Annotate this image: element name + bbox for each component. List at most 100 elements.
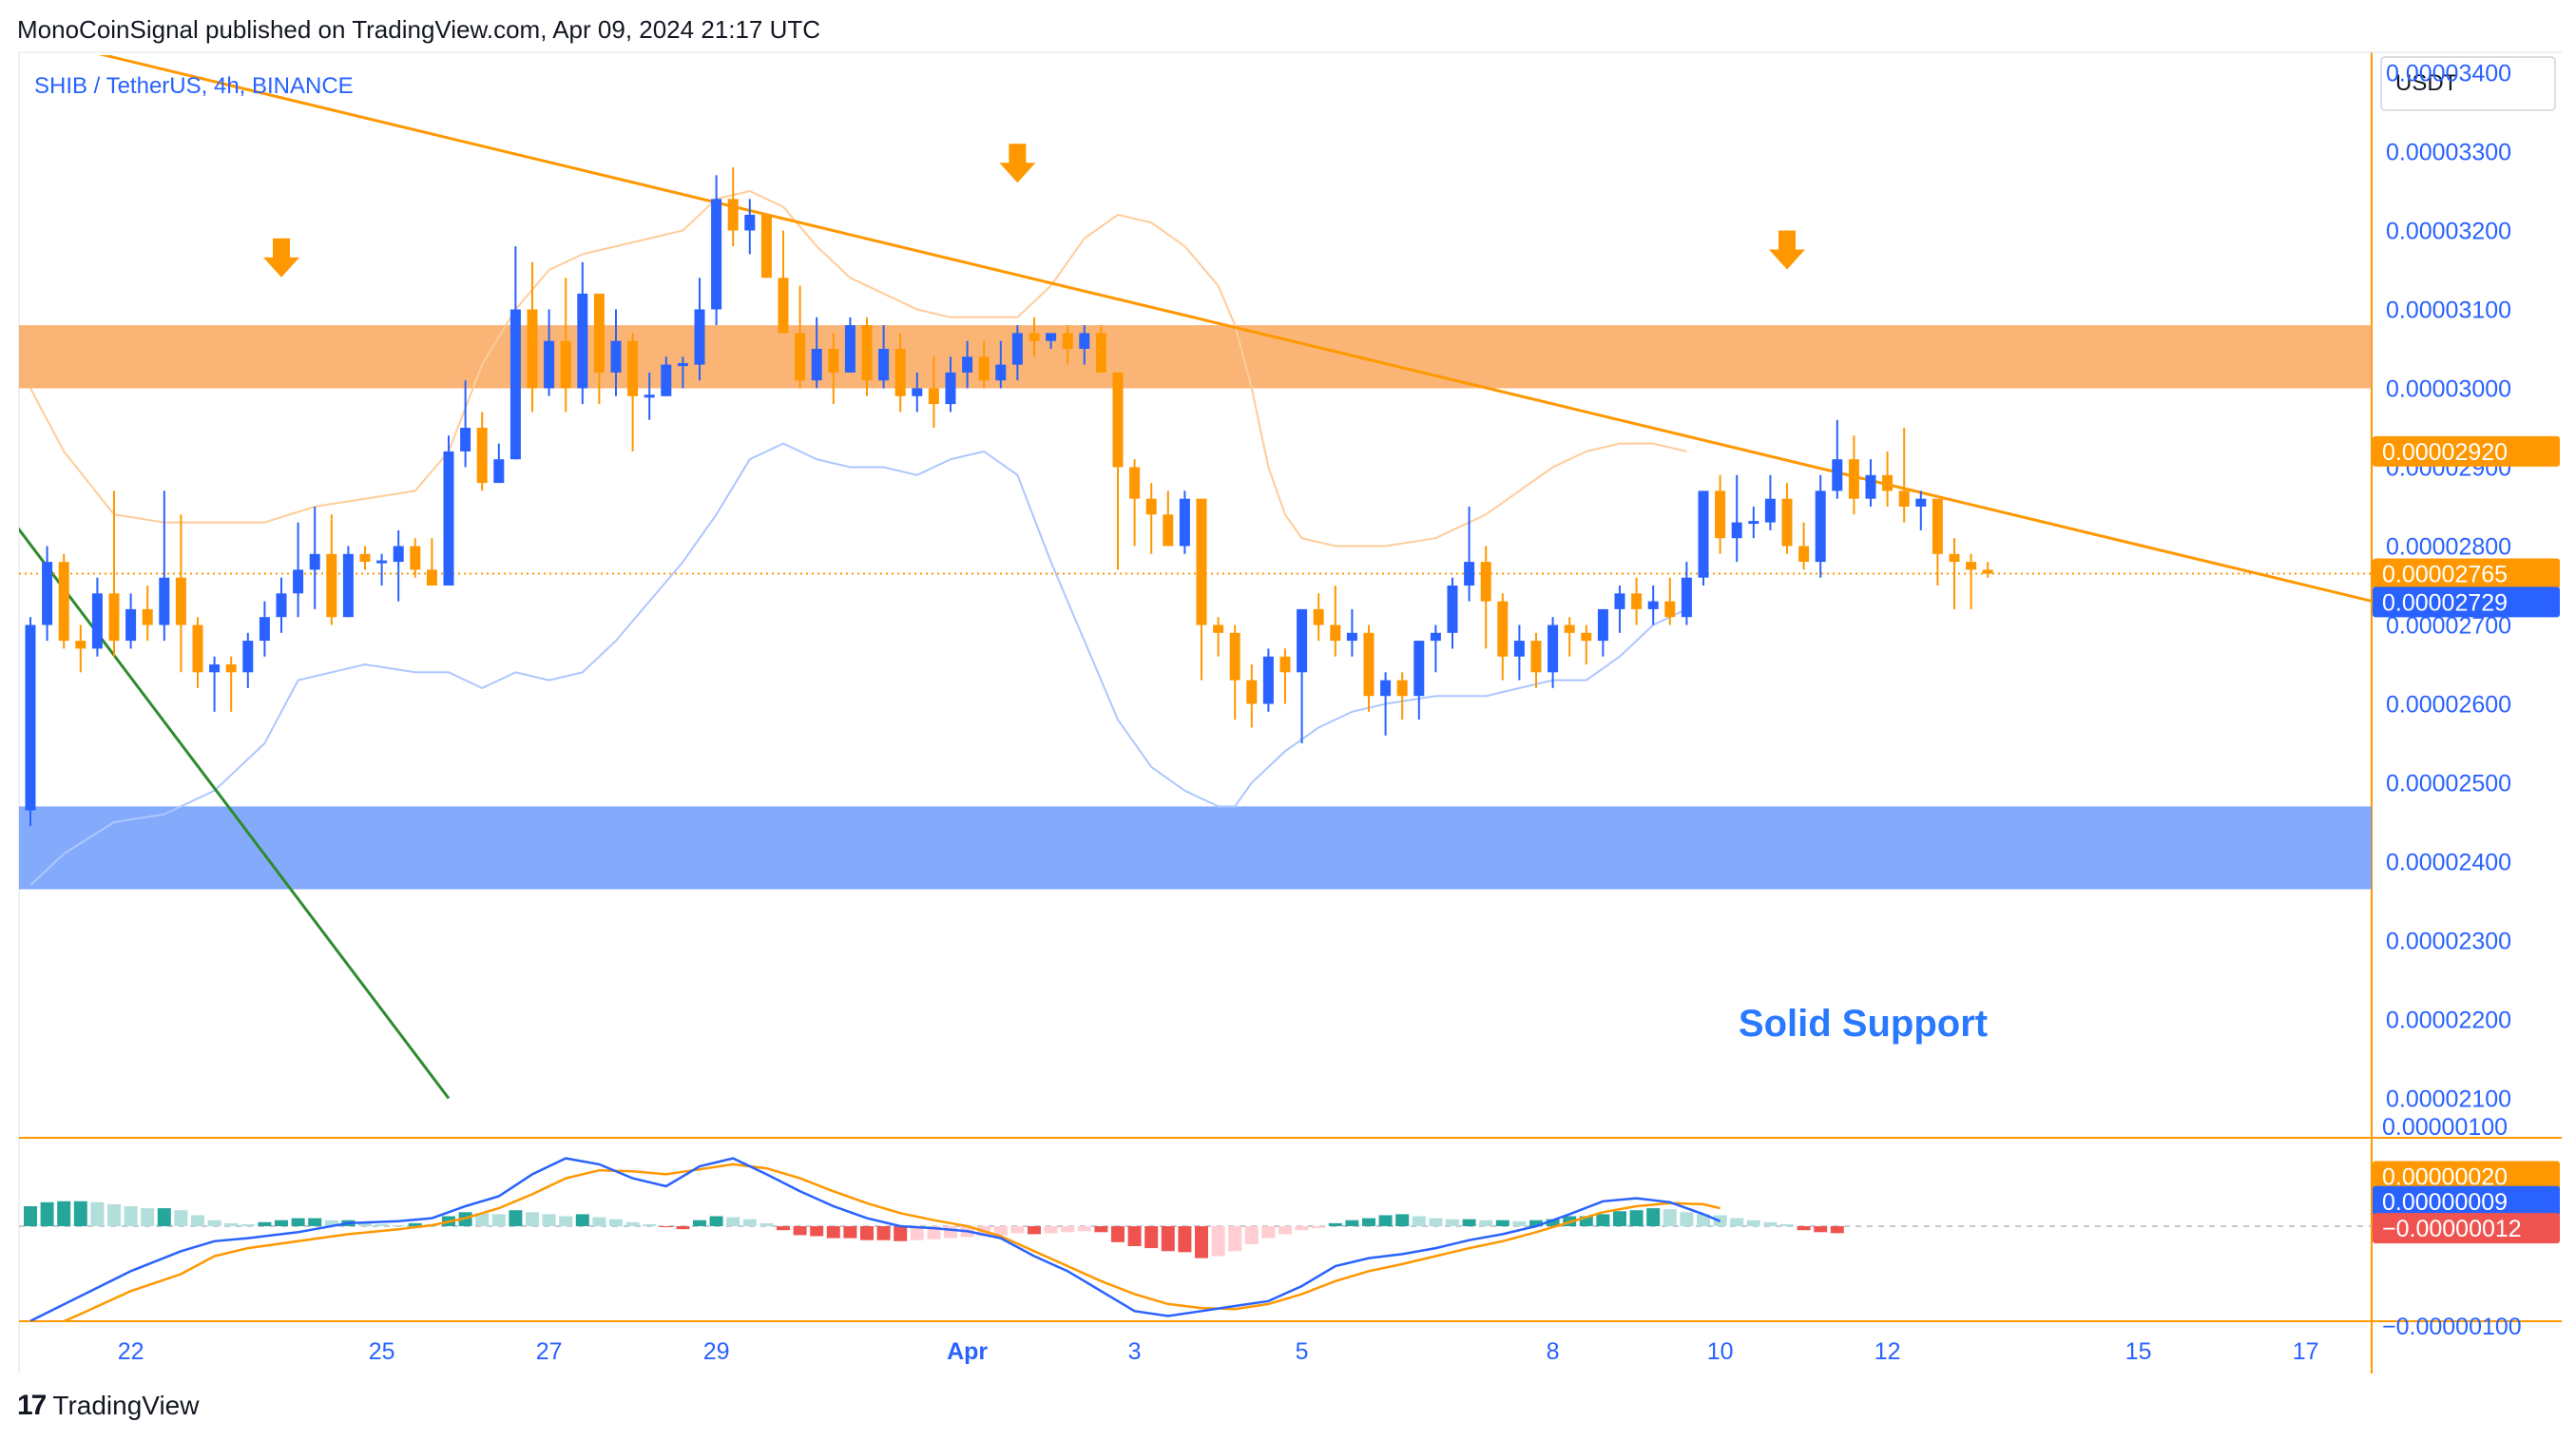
macd-histogram-bar <box>1697 1214 1710 1226</box>
macd-histogram-bar <box>1261 1226 1276 1239</box>
macd-histogram-bar <box>73 1201 87 1226</box>
macd-histogram-bar <box>526 1212 539 1226</box>
time-tick-label: 15 <box>2125 1338 2152 1365</box>
candle-body <box>1095 333 1106 373</box>
macd-histogram-bar <box>993 1226 1008 1236</box>
candle-body <box>1982 569 1993 574</box>
candle-body <box>175 577 186 625</box>
tradingview-logo[interactable]: 17 TradingView <box>17 1390 199 1422</box>
macd-histogram-bar <box>1111 1226 1125 1242</box>
candle-body <box>225 664 237 673</box>
time-tick-label: 10 <box>1707 1338 1734 1365</box>
macd-histogram-bar <box>408 1222 422 1226</box>
macd-histogram-bar <box>944 1226 957 1239</box>
candle-body <box>75 641 87 649</box>
tradingview-logo-text: TradingView <box>52 1391 200 1420</box>
candle-body <box>1163 514 1174 547</box>
candle-body <box>1932 498 1943 554</box>
macd-histogram-bar <box>240 1223 255 1226</box>
candle-body <box>727 199 739 231</box>
macd-histogram-bar <box>1312 1226 1326 1229</box>
down-arrow-icon <box>263 238 299 278</box>
candle-body <box>795 333 806 381</box>
candle-body <box>694 309 705 365</box>
price-label-text: 0.00002729 <box>2382 589 2508 616</box>
price-label-box <box>2373 558 2560 589</box>
macd-histogram-bar <box>625 1221 640 1226</box>
candle-body <box>828 349 839 373</box>
macd-histogram-bar <box>141 1208 155 1226</box>
candle-body <box>1297 608 1308 673</box>
candle-body <box>1464 562 1475 586</box>
candle-body <box>1079 333 1090 349</box>
macd-histogram-bar <box>1479 1220 1493 1226</box>
macd-pane <box>19 1157 2372 1321</box>
time-tick-label: 5 <box>1296 1338 1309 1365</box>
macd-histogram-bar <box>1429 1218 1443 1226</box>
candle-body <box>1882 474 1894 491</box>
candle-body <box>1313 608 1324 625</box>
price-tick-label: 0.00003400 <box>2386 61 2511 87</box>
macd-histogram-bar <box>57 1201 71 1226</box>
candle-body <box>978 356 990 381</box>
candle-body <box>1597 608 1608 642</box>
candle-body <box>1011 333 1023 365</box>
macd-histogram-bar <box>1579 1216 1593 1226</box>
macd-histogram-bar <box>191 1215 204 1226</box>
macd-histogram-bar <box>860 1226 874 1240</box>
currency-label: USDT <box>2395 70 2458 96</box>
candle-body <box>209 664 221 673</box>
candle-body <box>1798 546 1810 563</box>
candle-body <box>1279 656 1291 673</box>
macd-histogram-bar <box>559 1216 573 1226</box>
macd-histogram-bar <box>1395 1214 1410 1226</box>
macd-histogram-bar <box>1244 1226 1259 1244</box>
candle-body <box>125 608 137 642</box>
macd-histogram-bar <box>843 1226 857 1239</box>
candle-body <box>627 340 639 396</box>
price-tick-label: 0.00002300 <box>2386 929 2511 955</box>
price-tick-label: 0.00002100 <box>2386 1086 2511 1113</box>
time-tick-label: 27 <box>536 1338 563 1365</box>
macd-histogram-bar <box>1830 1226 1844 1234</box>
candle-body <box>42 562 53 625</box>
macd-histogram-bar <box>876 1226 891 1240</box>
candle-body <box>1832 459 1843 491</box>
price-label-text: 0.00002765 <box>2382 562 2508 588</box>
candle-body <box>711 199 722 310</box>
macd-histogram-bar <box>1211 1226 1225 1257</box>
candle-body <box>1681 577 1692 618</box>
candle-body <box>677 363 688 367</box>
resistance-zone <box>19 325 2372 389</box>
price-tick-label: 0.00003100 <box>2386 298 2511 324</box>
candle-body <box>560 340 571 389</box>
macd-histogram-bar <box>643 1223 657 1226</box>
macd-histogram-bar <box>491 1214 506 1226</box>
candle-body <box>1548 624 1559 673</box>
candle-body <box>1664 601 1676 618</box>
candle-body <box>443 451 454 586</box>
candle-body <box>1748 521 1759 525</box>
candle-body <box>1179 498 1190 547</box>
candle-body <box>1246 680 1258 704</box>
macd-histogram-bar <box>1763 1221 1778 1226</box>
macd-histogram-bar <box>124 1206 138 1226</box>
candle-body <box>1898 490 1910 507</box>
macd-histogram-bar <box>1629 1210 1644 1226</box>
publisher-line: MonoCoinSignal published on TradingView.… <box>17 15 821 44</box>
macd-histogram-bar <box>1512 1220 1527 1226</box>
support-zone <box>19 806 2372 890</box>
price-tick-label: 0.00002200 <box>2386 1008 2511 1034</box>
macd-histogram-bar <box>157 1208 171 1226</box>
candle-body <box>962 356 973 373</box>
macd-histogram-bar <box>1814 1226 1828 1233</box>
candle-body <box>544 340 555 389</box>
time-tick-label: 17 <box>2293 1338 2319 1365</box>
candle-body <box>1915 498 1927 507</box>
main-pane <box>19 55 2372 1100</box>
macd-histogram-bar <box>1295 1226 1309 1231</box>
macd-histogram-bar <box>1680 1212 1694 1226</box>
macd-histogram-bar <box>174 1210 188 1226</box>
candle-body <box>393 546 404 563</box>
